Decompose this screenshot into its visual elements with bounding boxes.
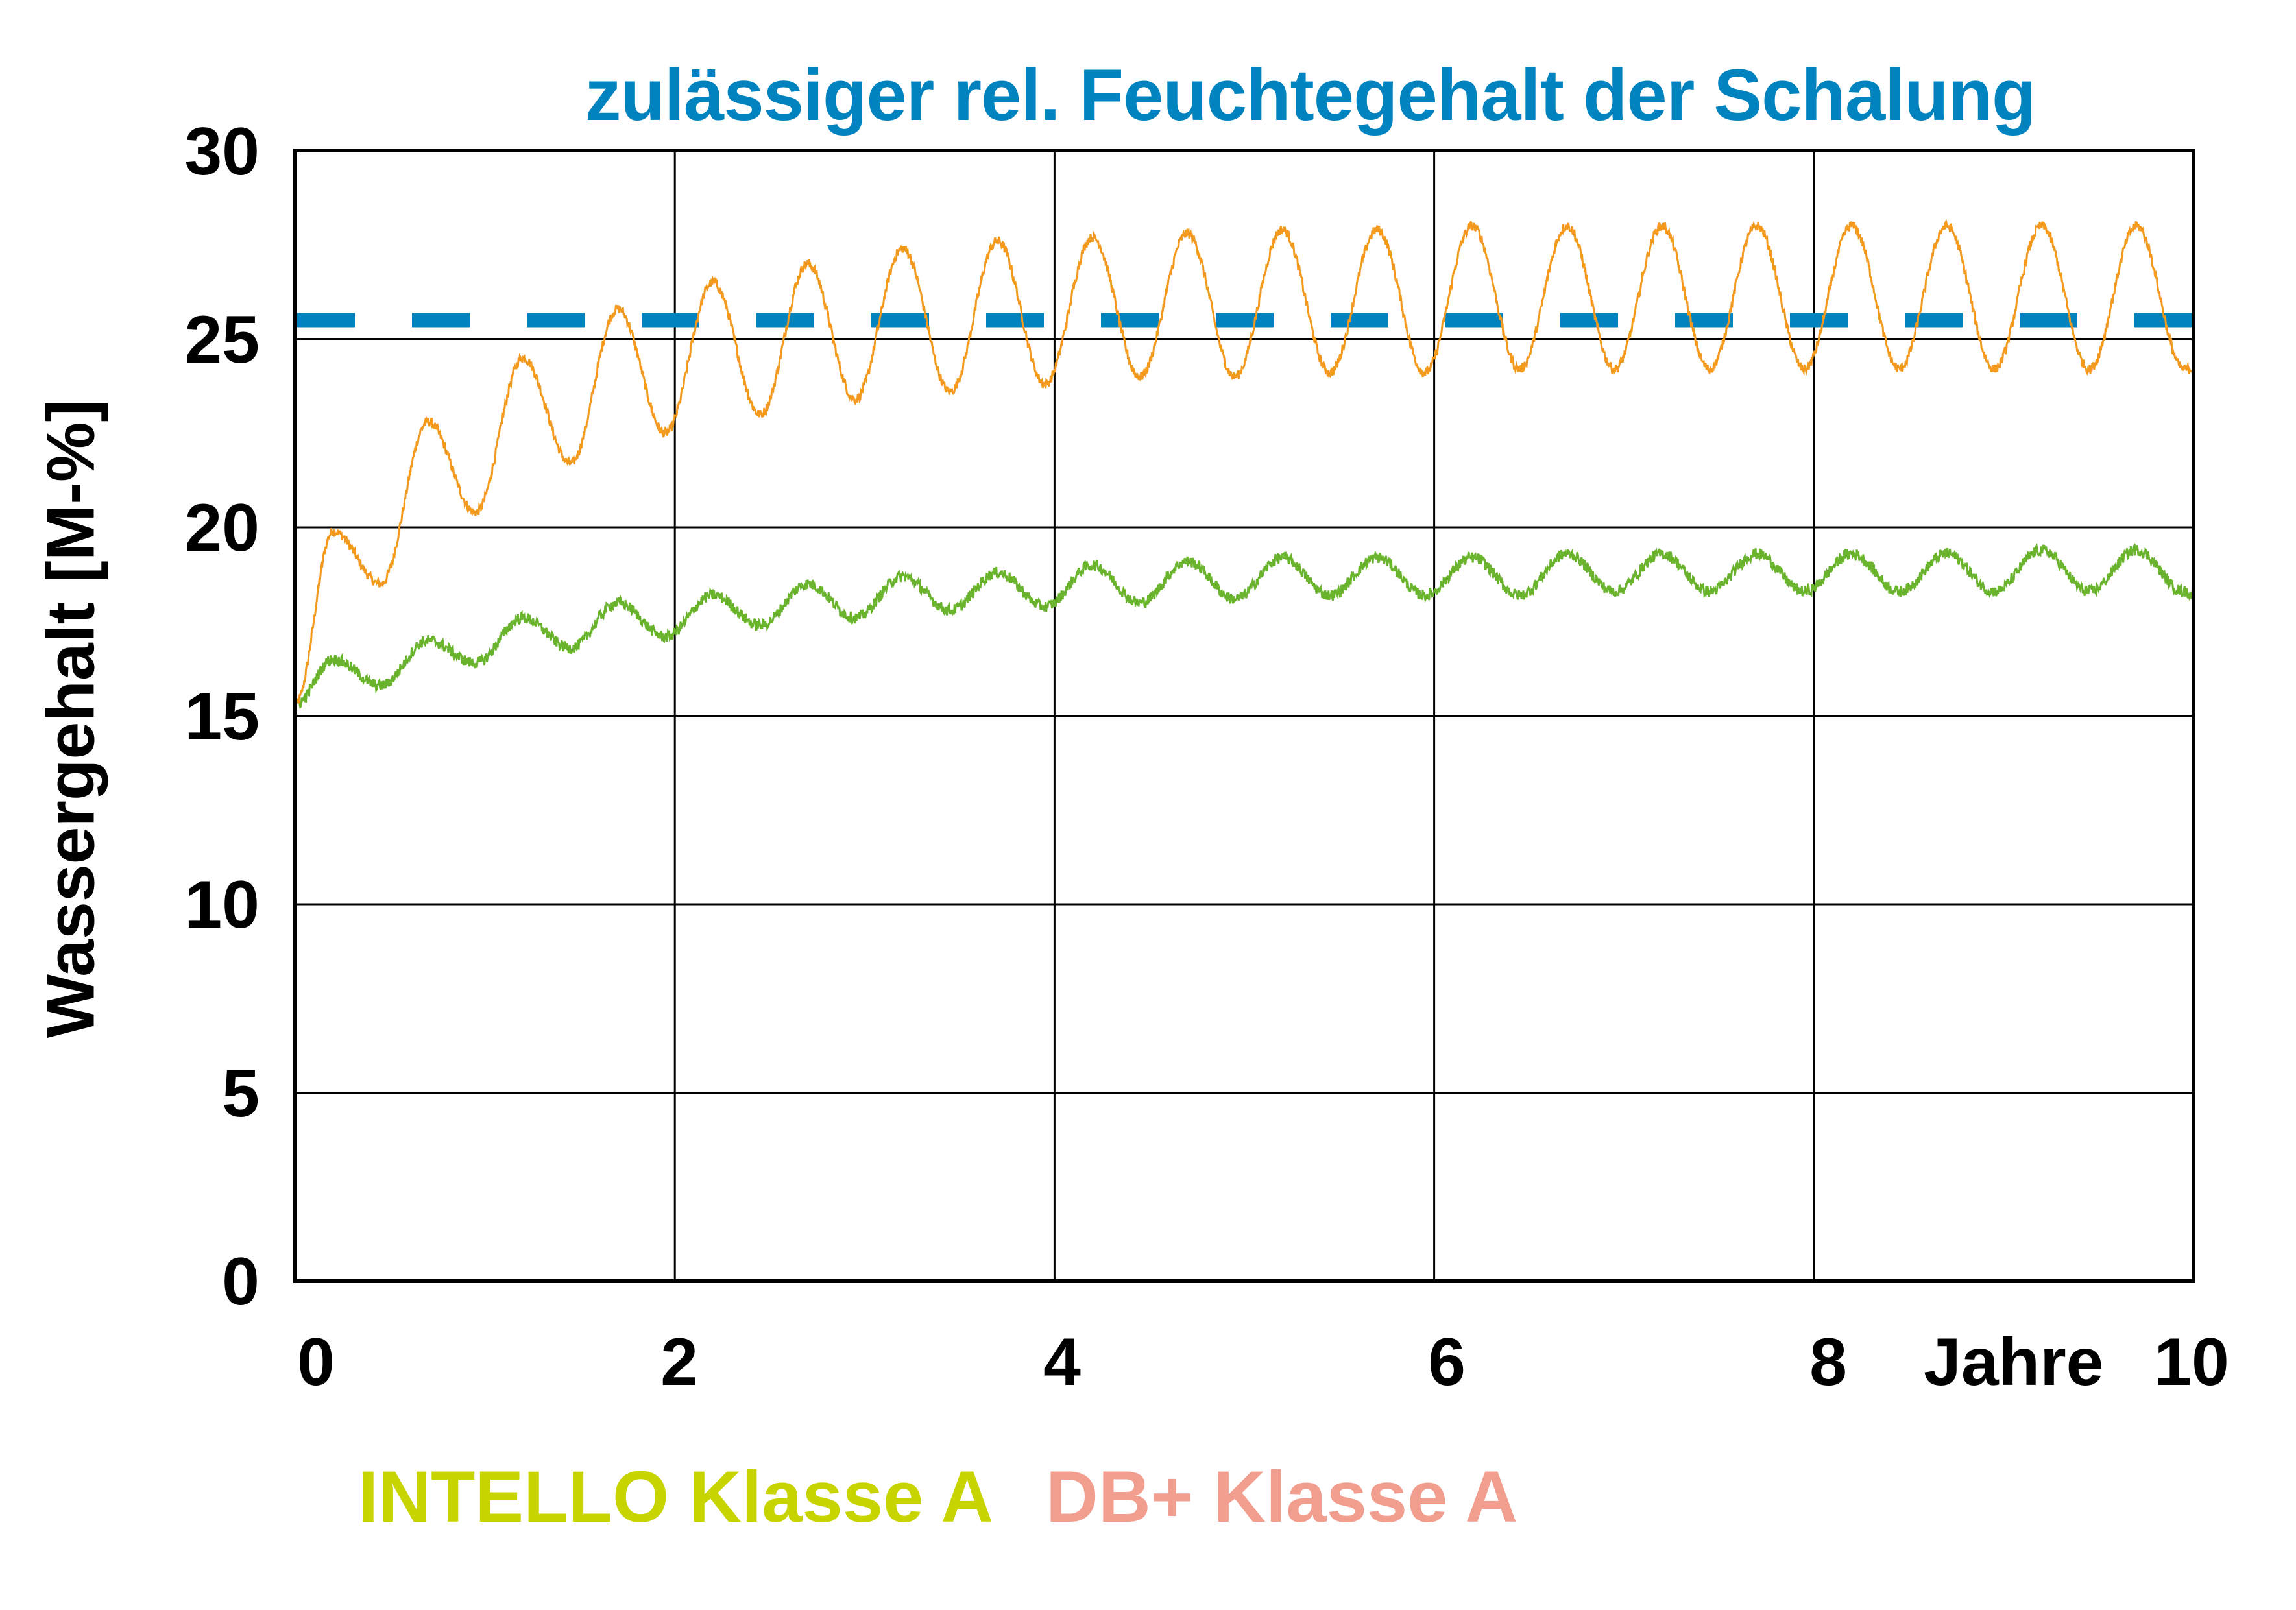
y-tick-15: 15 bbox=[184, 679, 260, 754]
y-tick-30: 30 bbox=[184, 114, 260, 189]
y-tick-5: 5 bbox=[222, 1056, 260, 1131]
x-tick-0: 0 bbox=[297, 1325, 335, 1400]
x-tick-2: 2 bbox=[660, 1325, 698, 1400]
x-tick-6: 6 bbox=[1428, 1325, 1466, 1400]
plot-frame bbox=[293, 149, 2195, 1283]
x-tick-8: 8 bbox=[1809, 1325, 1847, 1400]
x-axis-label: Jahre bbox=[1924, 1325, 2104, 1400]
legend-item-intello: INTELLO Klasse A bbox=[358, 1456, 994, 1537]
intello-series-line bbox=[295, 542, 2195, 710]
db-plus-series-line bbox=[294, 219, 2195, 706]
y-tick-20: 20 bbox=[184, 490, 260, 566]
legend-item-db-plus: DB+ Klasse A bbox=[1046, 1456, 1518, 1537]
y-tick-25: 25 bbox=[184, 302, 260, 378]
gridlines bbox=[295, 150, 2193, 1281]
y-tick-10: 10 bbox=[184, 867, 260, 943]
y-tick-0: 0 bbox=[222, 1244, 260, 1319]
x-tick-10: 10 bbox=[2154, 1325, 2229, 1400]
chart-title: zulässiger rel. Feuchtegehalt der Schalu… bbox=[585, 54, 2036, 136]
x-tick-4: 4 bbox=[1043, 1325, 1081, 1400]
